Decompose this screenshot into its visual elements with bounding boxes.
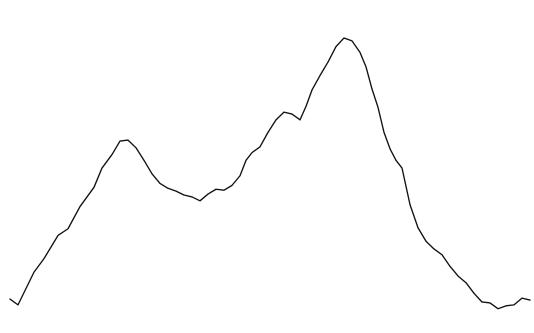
data-point-1-46 xyxy=(377,106,379,108)
data-point-1-56 xyxy=(449,265,451,267)
data-point-1-53 xyxy=(425,240,427,242)
data-point-1-24 xyxy=(215,188,217,190)
data-point-1-15 xyxy=(143,159,145,161)
data-point-1-3 xyxy=(25,287,27,289)
data-point-1-25 xyxy=(223,189,225,191)
data-point-1-11 xyxy=(111,154,113,156)
data-point-1-48 xyxy=(389,148,391,150)
data-point-1-12 xyxy=(119,140,121,142)
data-point-1-62 xyxy=(497,308,499,310)
data-point-1-63 xyxy=(505,305,507,307)
data-point-1-55 xyxy=(441,254,443,256)
data-point-1-49 xyxy=(395,159,397,161)
data-point-1-37 xyxy=(311,89,313,91)
data-point-1-7 xyxy=(67,228,69,230)
data-point-1-42 xyxy=(351,40,353,42)
data-point-1-58 xyxy=(465,282,467,284)
data-point-1-6 xyxy=(57,234,59,236)
data-point-1-45 xyxy=(371,88,373,90)
data-point-1-9 xyxy=(93,186,95,188)
data-point-1-27 xyxy=(239,175,241,177)
data-point-1-44 xyxy=(365,66,367,68)
data-point-1-32 xyxy=(275,119,277,121)
data-point-1-17 xyxy=(159,182,161,184)
data-point-1-57 xyxy=(457,275,459,277)
data-point-1-64 xyxy=(513,304,515,306)
data-point-1-26 xyxy=(231,184,233,186)
data-point-1-16 xyxy=(151,173,153,175)
data-point-1-23 xyxy=(207,193,209,195)
data-point-1-5 xyxy=(43,258,45,260)
data-point-1-59 xyxy=(473,292,475,294)
data-point-1-33 xyxy=(283,111,285,113)
data-point-1-60 xyxy=(481,301,483,303)
data-point-1-52 xyxy=(417,227,419,229)
data-point-1-18 xyxy=(167,187,169,189)
data-point-1-35 xyxy=(299,119,301,121)
data-point-1-30 xyxy=(259,146,261,148)
data-point-1-22 xyxy=(199,200,201,202)
data-point-1-54 xyxy=(433,248,435,250)
data-point-1-10 xyxy=(101,167,103,169)
data-point-1-21 xyxy=(191,196,193,198)
data-point-1-20 xyxy=(183,194,185,196)
data-point-1-66 xyxy=(529,299,531,301)
data-point-1-40 xyxy=(335,46,337,48)
data-point-1-39 xyxy=(327,61,329,63)
data-point-1-8 xyxy=(79,206,81,208)
data-point-1-14 xyxy=(135,147,137,149)
data-point-1-13 xyxy=(127,139,129,141)
data-point-1-29 xyxy=(251,152,253,154)
data-point-1-43 xyxy=(359,51,361,53)
data-point-1-51 xyxy=(409,204,411,206)
data-point-1-34 xyxy=(291,113,293,115)
data-point-1-61 xyxy=(489,302,491,304)
data-point-1-2 xyxy=(17,304,19,306)
data-point-1-38 xyxy=(319,75,321,77)
data-point-1-65 xyxy=(521,297,523,299)
data-point-1-4 xyxy=(33,271,35,273)
data-point-1-47 xyxy=(383,131,385,133)
data-point-1-1 xyxy=(9,298,11,300)
data-point-1-36 xyxy=(305,105,307,107)
plot-area xyxy=(9,37,531,310)
series-line-1 xyxy=(9,37,531,310)
data-point-1-50 xyxy=(401,167,403,169)
data-point-1-28 xyxy=(245,159,247,161)
data-point-1-31 xyxy=(267,131,269,133)
data-point-1-41 xyxy=(343,37,345,39)
data-point-1-19 xyxy=(175,190,177,192)
